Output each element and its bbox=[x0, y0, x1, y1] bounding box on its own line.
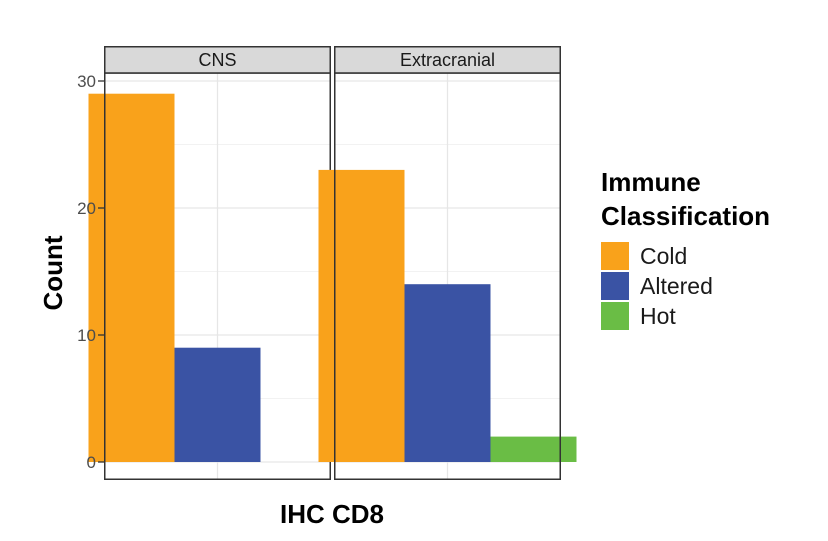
y-tick-label: 30 bbox=[77, 72, 96, 91]
facet-panel: CNS bbox=[88, 46, 331, 480]
facet-strip-label: CNS bbox=[198, 50, 236, 70]
facet-strip-label: Extracranial bbox=[400, 50, 495, 70]
legend-swatch bbox=[601, 302, 629, 330]
bar-altered bbox=[174, 347, 261, 462]
y-axis-title: Count bbox=[38, 235, 68, 310]
facet-strip bbox=[104, 46, 331, 74]
bar-altered bbox=[404, 284, 491, 462]
legend-label: Altered bbox=[640, 273, 713, 299]
facet-panel: Extracranial bbox=[318, 46, 577, 480]
legend-title-line-1: Immune bbox=[601, 167, 701, 197]
y-tick-label: 0 bbox=[87, 453, 96, 472]
legend-item-hot: Hot bbox=[601, 302, 676, 330]
legend-swatch bbox=[601, 242, 629, 270]
legend-item-cold: Cold bbox=[601, 242, 687, 270]
bar-cold bbox=[88, 93, 175, 462]
legend-label: Cold bbox=[640, 243, 687, 269]
legend-item-altered: Altered bbox=[601, 272, 713, 300]
y-tick-label: 20 bbox=[77, 199, 96, 218]
y-tick-label: 10 bbox=[77, 326, 96, 345]
legend-items: Cold Altered Hot bbox=[601, 242, 713, 330]
facet-strip bbox=[334, 46, 561, 74]
x-axis-title: IHC CD8 bbox=[280, 499, 384, 529]
legend-title-line-2: Classification bbox=[601, 201, 770, 231]
legend: Immune Classification Cold Altered Hot bbox=[601, 167, 770, 330]
legend-label: Hot bbox=[640, 303, 676, 329]
bar-hot bbox=[490, 436, 577, 462]
legend-swatch bbox=[601, 272, 629, 300]
y-axis: 0 10 20 30 bbox=[77, 72, 104, 472]
facet-panels: CNS Extracranial bbox=[88, 46, 577, 480]
bar-cold bbox=[318, 169, 405, 462]
